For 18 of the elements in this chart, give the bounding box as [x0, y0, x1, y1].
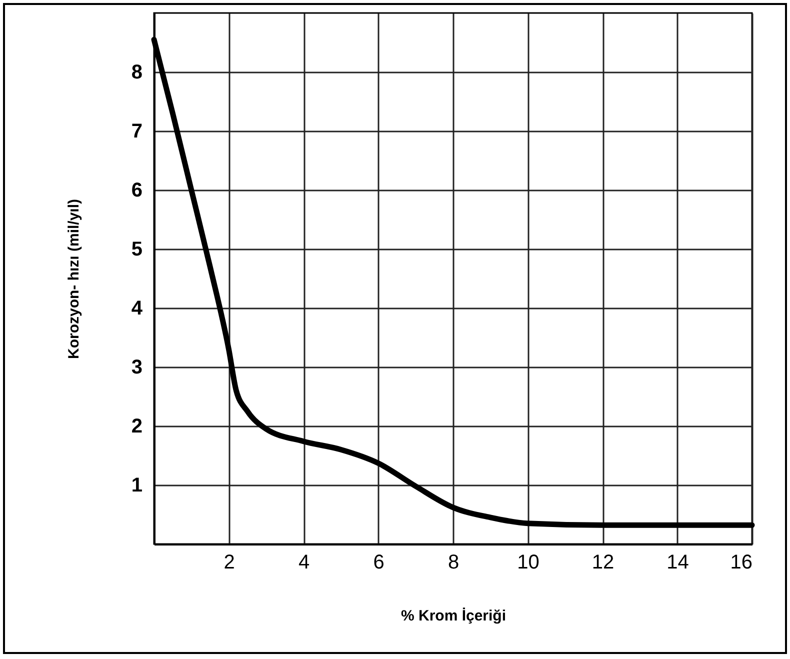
x-tick-label: 10: [517, 552, 540, 574]
x-tick-label: 16: [730, 552, 752, 574]
y-tick-label: 8: [131, 62, 142, 84]
x-tick-label: 8: [448, 552, 460, 574]
y-tick-label: 1: [131, 474, 142, 496]
y-tick-label: 5: [131, 238, 142, 260]
x-tick-label: 14: [666, 552, 689, 574]
x-tick-label: 12: [592, 552, 614, 574]
x-tick-label: 6: [373, 552, 384, 574]
y-tick-label: 3: [131, 356, 142, 378]
y-tick-label: 4: [131, 298, 144, 320]
y-tick-label: 6: [131, 180, 142, 202]
y-tick-label: 2: [131, 416, 142, 438]
x-tick-label: 2: [224, 552, 235, 574]
x-axis-title: % Krom İçeriği: [400, 608, 506, 624]
y-tick-label: 7: [131, 120, 142, 142]
y-axis-title: Korozyon- hızı (mil/yıl): [65, 199, 82, 359]
x-tick-label: 4: [298, 552, 310, 574]
